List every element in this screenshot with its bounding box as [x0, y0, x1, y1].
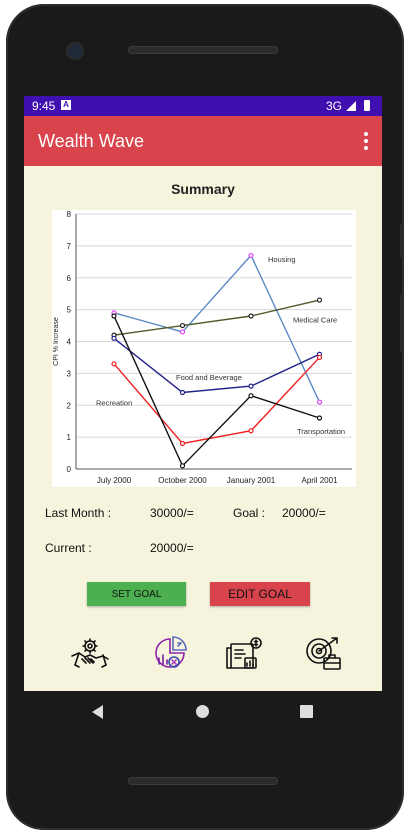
x-tick-label: April 2001: [301, 476, 338, 485]
last-month-label: Last Month :: [45, 506, 112, 520]
y-tick-label: 7: [67, 242, 72, 251]
y-tick-label: 2: [67, 401, 72, 410]
battery-icon: [364, 100, 370, 111]
series-label: Recreation: [96, 398, 132, 407]
edit-goal-button[interactable]: EDIT GOAL: [210, 582, 310, 606]
home-icon[interactable]: [196, 705, 209, 718]
y-tick-label: 5: [67, 306, 72, 315]
y-tick-label: 8: [67, 210, 72, 219]
y-tick-label: 0: [67, 465, 72, 474]
investment-target-icon[interactable]: [304, 636, 344, 672]
summary-title: Summary: [171, 181, 235, 197]
current-label: Current :: [45, 541, 92, 555]
financial-report-icon[interactable]: [225, 636, 265, 672]
x-tick-label: January 2001: [227, 476, 276, 485]
y-axis-label: CPI % Increase: [53, 317, 60, 366]
y-tick-label: 4: [67, 338, 72, 347]
data-point: [179, 389, 186, 396]
recents-icon[interactable]: [300, 705, 313, 718]
series-label: Medical Care: [293, 315, 337, 324]
data-point: [179, 440, 186, 447]
data-point: [111, 335, 117, 341]
data-point: [111, 361, 117, 367]
status-bar: 9:45 A 3G: [24, 96, 382, 116]
system-nav-bar: [24, 691, 382, 733]
series-label: Food and Beverage: [176, 373, 242, 382]
earpiece-speaker: [128, 46, 278, 54]
x-tick-label: October 2000: [158, 476, 207, 485]
volume-button: [400, 294, 404, 352]
power-button: [400, 224, 404, 258]
data-point: [316, 297, 323, 303]
y-tick-label: 1: [67, 433, 72, 442]
front-camera: [68, 44, 82, 58]
handshake-gear-icon[interactable]: [70, 636, 110, 672]
data-point: [179, 329, 186, 335]
series-line: [113, 356, 321, 445]
series-line: [113, 299, 320, 336]
last-month-value: 30000/=: [150, 506, 194, 520]
data-point: [179, 463, 186, 469]
series-label: Housing: [268, 255, 296, 264]
goal-label: Goal :: [233, 506, 266, 520]
series-line: [113, 337, 320, 394]
bottom-speaker: [128, 777, 278, 785]
signal-icon: [346, 101, 356, 111]
data-point: [248, 313, 254, 319]
data-point: [316, 415, 323, 421]
y-tick-label: 3: [67, 369, 72, 378]
status-time: 9:45: [32, 99, 56, 113]
current-value: 20000/=: [150, 541, 194, 555]
data-point: [248, 383, 254, 389]
network-type: 3G: [325, 99, 342, 113]
series-label: Transportation: [297, 427, 345, 436]
data-point: [248, 393, 254, 399]
series-line: [113, 254, 321, 403]
data-point: [111, 313, 117, 319]
app-title: Wealth Wave: [38, 131, 145, 151]
goal-value: 20000/=: [282, 506, 326, 520]
overflow-menu-icon[interactable]: [364, 132, 368, 153]
data-point: [248, 252, 254, 259]
cpi-line-chart: 0 1 2 3 4 5 6 7 8 July 2000 October 2000 January 20…: [52, 210, 356, 487]
set-goal-button[interactable]: SET GOAL: [87, 582, 186, 606]
data-point: [248, 428, 254, 434]
data-point: [316, 354, 323, 361]
data-point: [179, 322, 186, 329]
data-point: [316, 399, 323, 405]
app-screen: 9:45 A 3G Wealth Wave Summary 0 1 2 3 4 5 6 7 8 J…: [24, 96, 382, 691]
y-tick-label: 6: [67, 274, 72, 283]
analytics-pie-icon[interactable]: [150, 636, 190, 672]
x-tick-label: July 2000: [97, 476, 132, 485]
notification-a-icon: A: [61, 100, 71, 110]
back-icon[interactable]: [92, 705, 103, 719]
app-bar: Wealth Wave: [24, 116, 382, 166]
series-line: [113, 315, 320, 468]
